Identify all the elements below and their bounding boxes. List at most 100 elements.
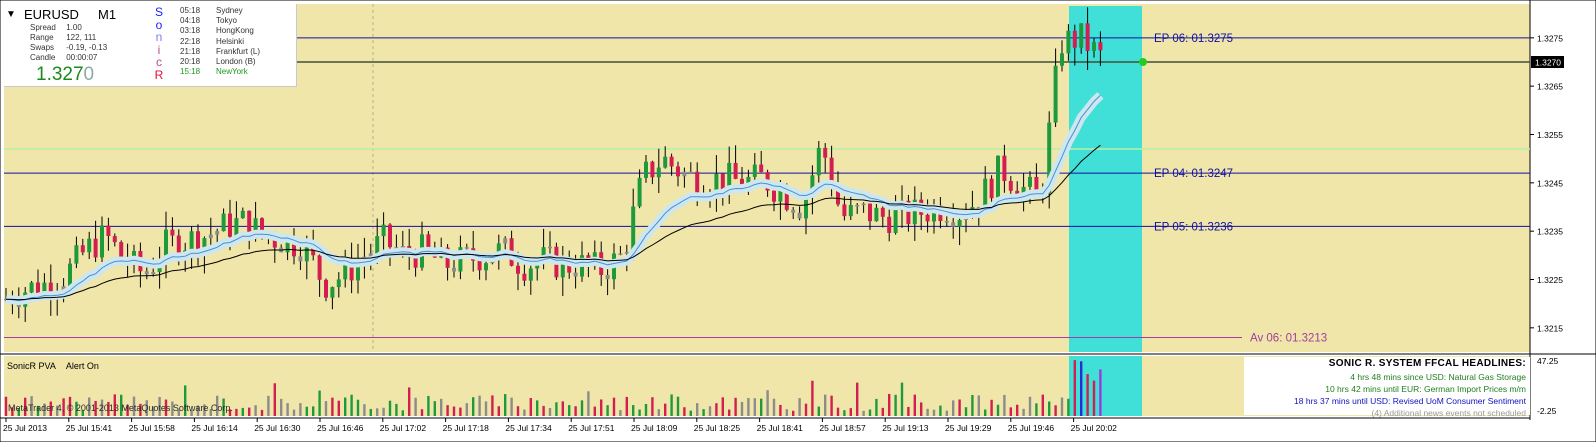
volume-bar bbox=[337, 400, 340, 416]
volume-bar bbox=[478, 395, 481, 416]
volume-bar bbox=[734, 397, 737, 416]
volume-bar bbox=[497, 406, 500, 416]
candle-body bbox=[285, 237, 290, 253]
volume-bar bbox=[49, 401, 52, 416]
candle-body bbox=[714, 173, 719, 195]
candle-body bbox=[247, 210, 252, 239]
price-tick-label: 1.3215 bbox=[1537, 323, 1563, 333]
volume-bar bbox=[555, 402, 558, 416]
volume-bar bbox=[440, 398, 443, 416]
candle-body bbox=[228, 213, 232, 237]
time-tick-label: 25 Jul 18:25 bbox=[694, 423, 741, 433]
market-sessions: 05:18 Sydney 04:18 Tokyo 03:18 HongKong 22:18 H… bbox=[180, 6, 260, 77]
volume-bar bbox=[747, 397, 750, 416]
volume-bar bbox=[292, 409, 296, 416]
candle-body bbox=[829, 157, 834, 189]
volume-bar bbox=[36, 405, 40, 416]
candle-body bbox=[759, 164, 764, 173]
news-item: 10 hrs 42 mins until EUR: German Import … bbox=[1325, 384, 1526, 394]
volume-bar bbox=[120, 394, 123, 416]
volume-bar bbox=[452, 406, 456, 416]
candle-body bbox=[68, 263, 72, 287]
news-item: 4 hrs 48 mins since USD: Natural Gas Sto… bbox=[1350, 372, 1526, 382]
candle-body bbox=[426, 234, 431, 248]
current-price-tag bbox=[1531, 56, 1564, 68]
time-tick-label: 25 Jul 19:46 bbox=[1008, 423, 1055, 433]
current-price-display: 1.3270 bbox=[36, 64, 95, 85]
symbol-info-panel: ▼ EURUSD M1 Spread 1.00 Range 122, 111 S… bbox=[4, 4, 297, 87]
volume-bar bbox=[760, 398, 763, 416]
volume-bar bbox=[222, 398, 225, 416]
candle-body bbox=[298, 256, 303, 262]
volume-bar bbox=[676, 396, 680, 416]
candle-body bbox=[260, 218, 264, 235]
volume-bar bbox=[491, 395, 494, 416]
volume-bar bbox=[523, 409, 526, 416]
candle-body bbox=[823, 147, 828, 158]
session-time: 05:18 bbox=[180, 6, 201, 15]
volume-bar bbox=[171, 401, 174, 416]
volume-bar bbox=[926, 408, 929, 416]
candle-body bbox=[388, 224, 392, 248]
candle-body bbox=[400, 246, 405, 248]
volume-bar bbox=[510, 397, 513, 416]
volume-bar bbox=[920, 402, 923, 416]
candle-body bbox=[855, 204, 860, 207]
candle-body bbox=[989, 178, 994, 199]
candle-body bbox=[170, 229, 175, 236]
session-time: 04:18 bbox=[180, 16, 201, 26]
candle-body bbox=[804, 197, 808, 219]
volume-bar bbox=[1035, 403, 1038, 416]
session-city: London (B) bbox=[216, 57, 256, 67]
candle-body bbox=[29, 282, 34, 293]
slow-ma-line bbox=[5, 144, 1101, 301]
volume-bar bbox=[164, 399, 168, 416]
candle-body bbox=[868, 203, 872, 222]
volume-bar bbox=[561, 401, 564, 416]
candle-body bbox=[452, 267, 456, 272]
candle-body bbox=[48, 282, 53, 298]
candle-body bbox=[836, 188, 840, 205]
candle-body bbox=[253, 218, 258, 239]
candle-body bbox=[676, 166, 680, 177]
volume-bar bbox=[184, 385, 187, 416]
dropdown-arrow-icon[interactable]: ▼ bbox=[6, 9, 16, 20]
volume-bar bbox=[939, 405, 942, 416]
session-city: Sydney bbox=[216, 6, 243, 15]
volume-bar bbox=[606, 405, 609, 416]
volume-bar bbox=[286, 403, 289, 416]
time-tick-label: 25 Jul 19:13 bbox=[882, 423, 929, 433]
candle-body bbox=[464, 247, 469, 249]
volume-bar bbox=[568, 405, 571, 416]
session-row: 22:18 Helsinki bbox=[180, 37, 260, 47]
volume-bar bbox=[331, 397, 334, 416]
volume-bar bbox=[996, 404, 1000, 416]
candle-body bbox=[669, 156, 674, 167]
volume-bar bbox=[472, 397, 475, 416]
candle-body bbox=[861, 203, 866, 206]
volume-bar bbox=[324, 401, 328, 416]
volume-bar bbox=[958, 399, 961, 416]
candle-body bbox=[548, 246, 552, 249]
volume-bar bbox=[593, 406, 596, 416]
candle-body bbox=[87, 238, 92, 253]
volume-bar bbox=[817, 406, 820, 416]
volume-bar bbox=[952, 400, 955, 416]
volume-bar bbox=[401, 410, 404, 416]
session-row: 04:18 Tokyo bbox=[180, 16, 260, 26]
candle-body bbox=[477, 260, 482, 271]
volume-bar bbox=[177, 409, 180, 416]
volume-bar bbox=[632, 405, 635, 416]
volume-bar bbox=[913, 394, 916, 416]
volume-bar bbox=[945, 410, 948, 416]
volume-bar bbox=[536, 400, 539, 416]
volume-bar bbox=[830, 395, 833, 416]
volume-bar bbox=[1016, 404, 1019, 416]
stat-row: Spread 1.00 bbox=[30, 23, 82, 32]
sonic-letter: n bbox=[155, 30, 163, 44]
volume-bar bbox=[580, 400, 584, 416]
volume-bar bbox=[894, 394, 897, 416]
volume-tick-label: -2.25 bbox=[1537, 406, 1557, 416]
indicator-pane-label: SonicR PVA Alert On bbox=[7, 361, 99, 371]
volume-bar bbox=[728, 409, 731, 416]
